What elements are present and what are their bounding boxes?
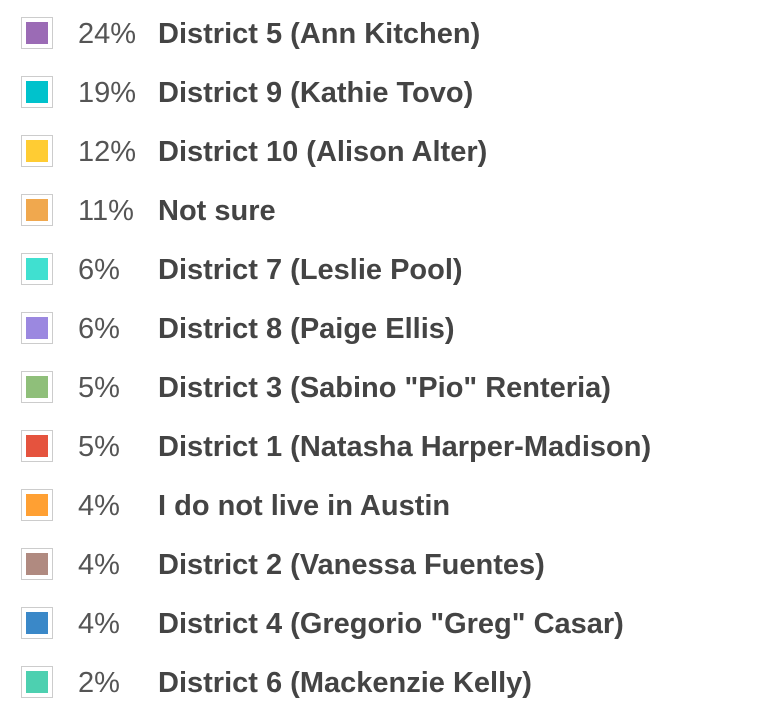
- legend-percent: 5%: [78, 372, 120, 404]
- legend-swatch-color: [26, 81, 48, 103]
- legend-percent: 4%: [78, 549, 120, 581]
- legend-swatch-color: [26, 494, 48, 516]
- legend-swatch-color: [26, 258, 48, 280]
- legend-label: District 5 (Ann Kitchen): [158, 18, 481, 50]
- legend-swatch: [21, 17, 53, 49]
- legend-swatch: [21, 489, 53, 521]
- legend-percent: 5%: [78, 431, 120, 463]
- legend-percent: 6%: [78, 313, 120, 345]
- legend-swatch: [21, 548, 53, 580]
- legend-swatch-color: [26, 553, 48, 575]
- legend-percent: 4%: [78, 490, 120, 522]
- legend-item: 24% District 5 (Ann Kitchen): [0, 9, 784, 59]
- legend-swatch-color: [26, 199, 48, 221]
- legend-percent: 19%: [78, 77, 137, 109]
- legend-swatch: [21, 76, 53, 108]
- legend-swatch-color: [26, 376, 48, 398]
- legend-item: 6% District 7 (Leslie Pool): [0, 245, 784, 295]
- legend-item: 5% District 1 (Natasha Harper-Madison): [0, 422, 784, 472]
- legend-label: District 6 (Mackenzie Kelly): [158, 667, 532, 699]
- legend-label: District 8 (Paige Ellis): [158, 313, 455, 345]
- legend-swatch: [21, 253, 53, 285]
- legend-item: 4% District 4 (Gregorio "Greg" Casar): [0, 599, 784, 649]
- legend-label: I do not live in Austin: [158, 490, 451, 522]
- legend-swatch-color: [26, 671, 48, 693]
- legend-swatch-color: [26, 317, 48, 339]
- legend-label: District 9 (Kathie Tovo): [158, 77, 474, 109]
- legend-item: 2% District 6 (Mackenzie Kelly): [0, 658, 784, 708]
- legend-swatch-color: [26, 140, 48, 162]
- legend-label: District 10 (Alison Alter): [158, 136, 488, 168]
- legend-label: District 3 (Sabino "Pio" Renteria): [158, 372, 611, 404]
- legend-percent: 6%: [78, 254, 120, 286]
- legend-swatch: [21, 666, 53, 698]
- legend-item: 12% District 10 (Alison Alter): [0, 127, 784, 177]
- legend-swatch: [21, 312, 53, 344]
- legend-label: District 2 (Vanessa Fuentes): [158, 549, 545, 581]
- legend-label: District 7 (Leslie Pool): [158, 254, 463, 286]
- legend-item: 19% District 9 (Kathie Tovo): [0, 68, 784, 118]
- legend-label: District 1 (Natasha Harper-Madison): [158, 431, 652, 463]
- legend-swatch: [21, 135, 53, 167]
- legend-item: 6% District 8 (Paige Ellis): [0, 304, 784, 354]
- legend-percent: 11%: [78, 195, 134, 227]
- legend-swatch-color: [26, 22, 48, 44]
- legend-swatch: [21, 430, 53, 462]
- legend-label: Not sure: [158, 195, 276, 227]
- legend-item: 5% District 3 (Sabino "Pio" Renteria): [0, 363, 784, 413]
- legend-percent: 2%: [78, 667, 120, 699]
- legend-label: District 4 (Gregorio "Greg" Casar): [158, 608, 624, 640]
- legend-swatch: [21, 194, 53, 226]
- legend-swatch: [21, 371, 53, 403]
- legend-swatch: [21, 607, 53, 639]
- legend-percent: 24%: [78, 18, 137, 50]
- legend-swatch-color: [26, 612, 48, 634]
- legend-item: 11% Not sure: [0, 186, 784, 236]
- legend-item: 4% I do not live in Austin: [0, 481, 784, 531]
- legend-percent: 12%: [78, 136, 137, 168]
- legend-item: 4% District 2 (Vanessa Fuentes): [0, 540, 784, 590]
- legend-swatch-color: [26, 435, 48, 457]
- legend-percent: 4%: [78, 608, 120, 640]
